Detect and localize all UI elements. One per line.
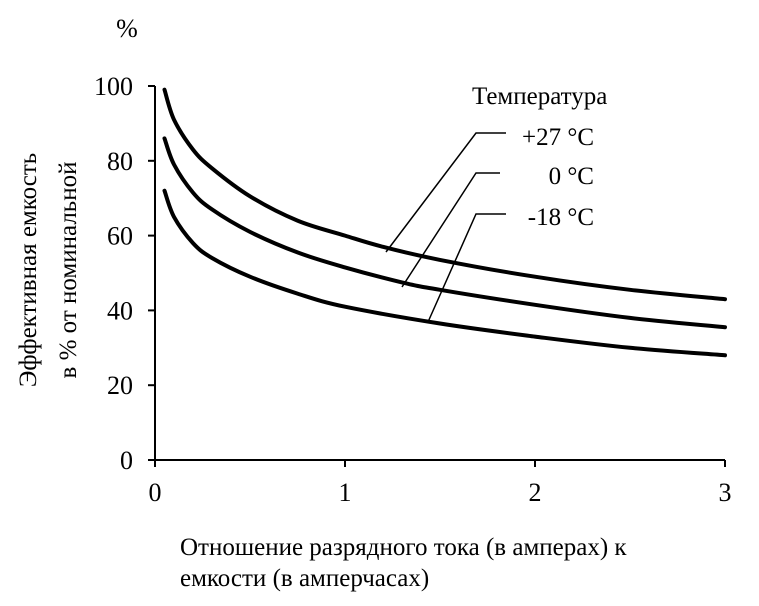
y-axis-title-line2: в % от номинальной	[55, 162, 82, 379]
legend-leader-lines	[385, 132, 506, 323]
y-tick-label: 0	[120, 446, 133, 475]
x-axis-title-line2: емкости (в амперчасах)	[180, 565, 429, 592]
y-tick-label: 100	[94, 72, 133, 101]
y-tick-label: 40	[107, 296, 133, 325]
y-axis-title-line1: Эффективная емкость	[15, 153, 42, 387]
legend-entry-minus18: -18 °C	[528, 204, 594, 231]
curve-0	[162, 136, 727, 330]
labels: % Температура +27 °C 0 °C -18 °C Эффекти…	[15, 14, 627, 592]
x-axis-title-line1: Отношение разрядного тока (в амперах) к	[180, 534, 627, 561]
curve-minus18	[162, 188, 727, 358]
leader-line-0	[401, 172, 500, 288]
curves	[162, 87, 727, 358]
legend-title: Температура	[472, 83, 607, 110]
y-tick-label: 60	[107, 222, 133, 251]
x-tick-label: 3	[719, 478, 732, 507]
y-tick-label: 20	[107, 371, 133, 400]
unit-label: %	[116, 14, 138, 43]
curve-plus27	[162, 87, 727, 302]
x-tick-label: 0	[149, 478, 162, 507]
axes: 0 20 40 60 80 100 0 1 2 3	[94, 72, 732, 507]
leader-line-minus18	[427, 213, 506, 323]
x-tick-label: 2	[529, 478, 542, 507]
leader-line-plus27	[385, 132, 506, 253]
y-tick-label: 80	[107, 147, 133, 176]
legend-entry-0: 0 °C	[549, 163, 594, 190]
x-tick-label: 1	[339, 478, 352, 507]
legend-entry-plus27: +27 °C	[522, 124, 594, 151]
